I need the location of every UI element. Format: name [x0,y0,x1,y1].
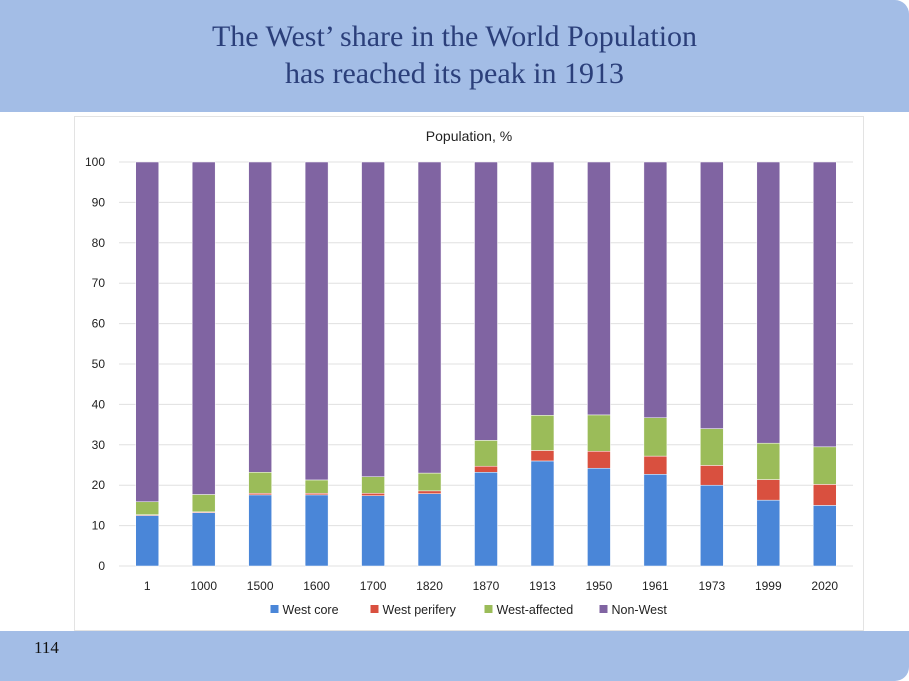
chart-title: Population, % [426,128,512,144]
chart-frame: Population, % 0 10 20 30 40 50 60 70 80 90 100 1 10… [74,116,864,631]
slide-title-line-2: has reached its peak in 1913 [284,57,625,90]
legend-swatch [370,605,379,613]
bar-segment-west-perifery-1950 [587,451,611,469]
bar-segment-west-affected-1999 [756,442,781,480]
x-tick-label: 1961 [642,579,669,593]
bars [135,161,837,567]
bar-segment-west-affected-2020 [813,446,837,485]
bar-segment-west-core-1000 [191,512,216,567]
x-tick-label: 1870 [473,579,500,593]
bar-segment-west-core-1820 [417,493,442,567]
bar-segment-west-perifery-1870 [474,465,498,473]
bar-segment-non-west-1961 [643,161,668,418]
y-axis: 0 10 20 30 40 50 60 70 80 90 100 [85,155,105,573]
x-axis: 1 1000 1500 1600 1700 1820 1870 1913 1950 1961 197… [144,579,839,593]
bar-segment-non-west-1973 [700,161,724,429]
x-tick-label: 1973 [698,579,725,593]
x-tick-label: 1950 [586,579,613,593]
y-tick-label: 80 [92,236,106,250]
bar-segment-west-affected-1820 [417,472,442,492]
y-tick-label: 20 [92,478,106,492]
legend-label: Non-West [612,603,668,617]
bar-segment-non-west-1000 [191,161,216,495]
bar-segment-west-perifery-1820 [417,490,442,494]
slide-title-line-1: The West’ share in the World Population [211,20,698,53]
x-tick-label: 1913 [529,579,556,593]
legend-swatch [599,605,608,613]
title-band [0,0,909,112]
bar-segment-non-west-1500 [248,161,272,473]
y-tick-label: 40 [92,397,106,411]
page-number: 114 [34,638,59,657]
bar-segment-west-core-1600 [304,494,329,567]
bar-segment-non-west-1950 [587,161,611,416]
bar-segment-west-core-2020 [813,505,837,567]
bar-segment-west-affected-1950 [587,414,611,452]
bar-segment-non-west-1870 [474,161,498,441]
bar-segment-non-west-1600 [304,161,329,481]
bar-segment-west-core-1700 [361,495,385,567]
bar-segment-west-perifery-1999 [756,479,781,501]
x-tick-label: 1700 [360,579,387,593]
x-tick-label: 1999 [755,579,782,593]
bar-segment-west-affected-1 [135,501,159,515]
bar-segment-west-core-1973 [700,484,724,567]
bar-segment-non-west-2020 [813,161,837,448]
y-tick-label: 10 [92,519,106,533]
bar-segment-west-core-1913 [530,460,555,567]
bar-segment-west-core-1500 [248,494,272,567]
bar-segment-non-west-1820 [417,161,442,474]
bar-segment-west-affected-1500 [248,472,272,494]
y-tick-label: 30 [92,438,106,452]
x-tick-label: 1000 [190,579,217,593]
x-tick-label: 1500 [247,579,274,593]
legend-swatch [484,605,493,613]
y-tick-label: 90 [92,195,106,209]
x-tick-label: 1600 [303,579,330,593]
bar-segment-west-affected-1000 [191,494,216,513]
legend-label: West core [283,603,339,617]
x-tick-label: 1820 [416,579,443,593]
y-tick-label: 0 [98,559,105,573]
legend-label: West perifery [383,603,457,617]
y-tick-label: 60 [92,317,106,331]
legend: West core West perifery West-affected Non-W… [270,603,668,617]
x-tick-label: 1 [144,579,151,593]
bar-segment-non-west-1913 [530,161,555,416]
bar-segment-west-affected-1600 [304,479,329,494]
bar-segment-non-west-1999 [756,161,781,444]
bar-segment-west-core-1870 [474,472,498,567]
bar-segment-west-core-1961 [643,474,668,567]
y-tick-label: 50 [92,357,106,371]
bar-segment-west-perifery-1961 [643,455,668,475]
y-tick-label: 100 [85,155,105,169]
bar-segment-west-core-1 [135,515,159,567]
bar-segment-west-core-1999 [756,499,781,567]
bar-segment-west-perifery-1973 [700,465,724,486]
legend-swatch [270,605,279,613]
bar-segment-west-perifery-1700 [361,493,385,496]
bar-segment-west-affected-1870 [474,440,498,467]
bar-segment-west-affected-1961 [643,417,668,457]
legend-label: West-affected [497,603,574,617]
bar-segment-west-perifery-2020 [813,484,837,506]
bar-segment-non-west-1 [135,161,159,503]
bar-segment-west-affected-1700 [361,476,385,494]
bar-segment-west-affected-1973 [700,428,724,466]
x-tick-label: 2020 [811,579,838,593]
bar-segment-west-affected-1913 [530,415,555,451]
footer-band [0,631,909,681]
bar-segment-west-perifery-1913 [530,450,555,462]
y-tick-label: 70 [92,276,106,290]
bar-segment-west-core-1950 [587,467,611,567]
bar-segment-non-west-1700 [361,161,385,477]
slide-title: The West’ share in the World Population … [0,18,909,92]
